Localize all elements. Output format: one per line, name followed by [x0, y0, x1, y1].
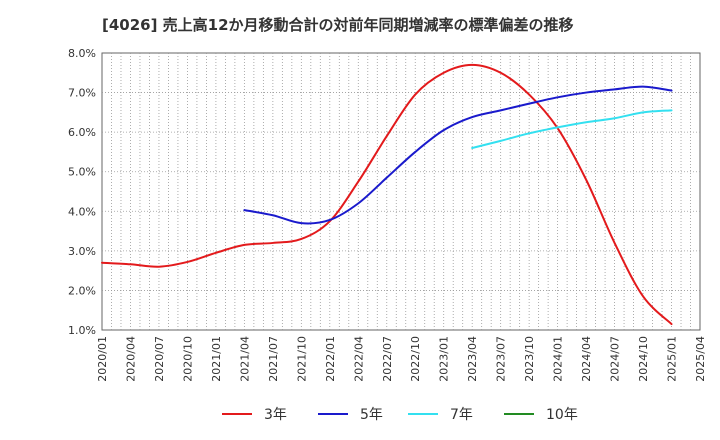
x-tick-label: 2022/04	[352, 336, 365, 382]
x-tick-label: 2022/01	[324, 336, 337, 382]
series-line-2	[243, 85, 673, 225]
x-tick-label: 2021/01	[210, 336, 223, 382]
y-tick-label: 4.0%	[68, 205, 96, 218]
chart-title: [4026] 売上高12か月移動合計の対前年同期増減率の標準偏差の推移	[102, 16, 574, 34]
x-tick-label: 2023/01	[438, 336, 451, 382]
y-tick-label: 3.0%	[68, 245, 96, 258]
grid	[102, 53, 700, 330]
x-tick-label: 2023/07	[495, 336, 508, 382]
y-tick-label: 8.0%	[68, 47, 96, 60]
x-tick-label: 2023/04	[466, 336, 479, 382]
x-tick-label: 2020/04	[124, 336, 137, 382]
y-tick-label: 5.0%	[68, 166, 96, 179]
legend-label-2: 5年	[360, 407, 383, 423]
x-tick-label: 2025/01	[666, 336, 679, 382]
x-tick-label: 2024/04	[580, 336, 593, 382]
x-tick-label: 2020/07	[153, 336, 166, 382]
x-tick-label: 2024/01	[552, 336, 565, 382]
y-tick-label: 1.0%	[68, 324, 96, 337]
legend-label-3: 7年	[450, 407, 473, 423]
x-tick-label: 2022/10	[409, 336, 422, 382]
y-axis: 1.0% 2.0% 3.0% 4.0% 5.0% 6.0% 7.0% 8.0%	[68, 47, 96, 337]
x-tick-label: 2020/10	[181, 336, 194, 382]
x-tick-label: 2024/10	[637, 336, 650, 382]
x-tick-label: 2024/07	[609, 336, 622, 382]
legend: 3年 5年 7年 10年	[222, 407, 578, 423]
legend-label-4: 10年	[546, 407, 578, 423]
y-tick-label: 2.0%	[68, 284, 96, 297]
plot-area	[101, 52, 701, 331]
x-axis: 2020/01 2020/04 2020/07 2020/10 2021/01 2021/…	[96, 336, 707, 382]
x-tick-label: 2025/04	[694, 336, 707, 382]
legend-label-1: 3年	[264, 407, 287, 423]
series-line-1	[101, 63, 673, 326]
series-line-3	[471, 109, 673, 149]
x-tick-label: 2021/10	[295, 336, 308, 382]
x-tick-label: 2021/04	[238, 336, 251, 382]
y-tick-label: 6.0%	[68, 126, 96, 139]
x-tick-label: 2021/07	[267, 336, 280, 382]
x-tick-label: 2022/07	[381, 336, 394, 382]
x-tick-label: 2023/10	[523, 336, 536, 382]
series-group	[101, 63, 673, 326]
x-tick-label: 2020/01	[96, 336, 109, 382]
y-tick-label: 7.0%	[68, 87, 96, 100]
